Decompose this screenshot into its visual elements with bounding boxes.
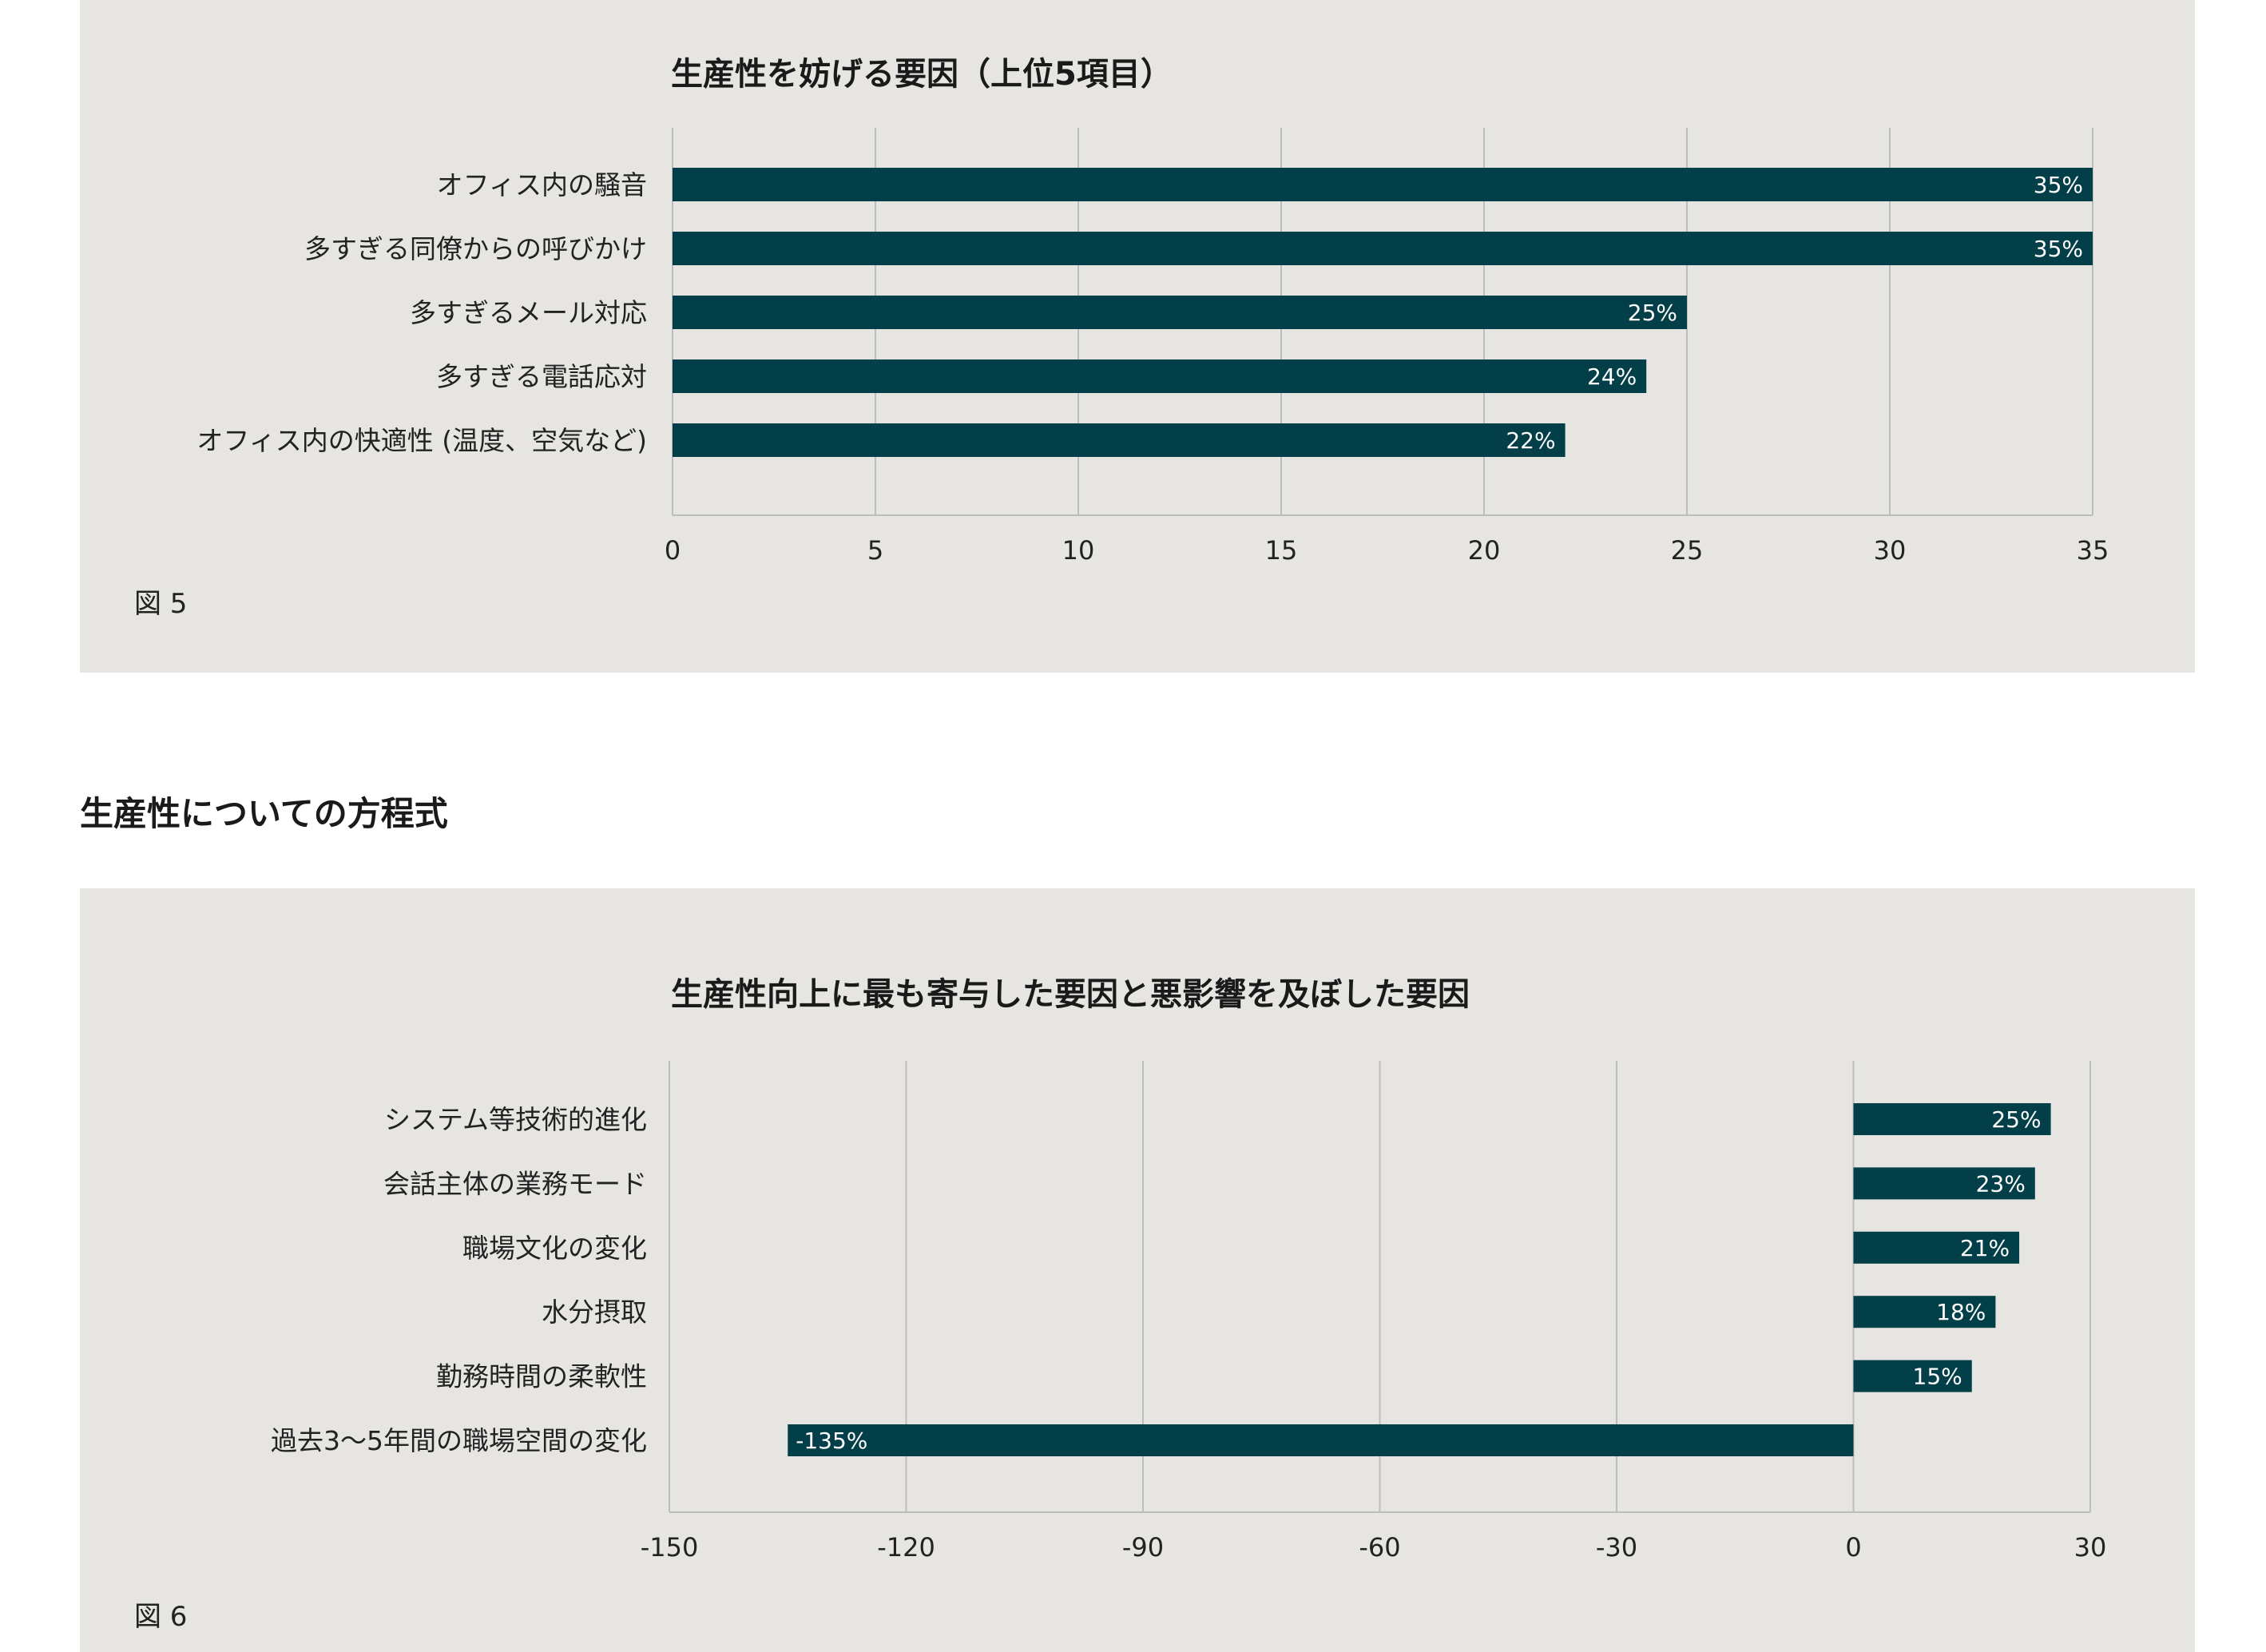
chart-panel-figure-6 [80,888,2195,1652]
chart-title-figure-6: 生産性向上に最も寄与した要因と悪影響を及ぼした要因 [671,976,1470,1013]
figure-caption-6: 図 6 [134,1601,188,1633]
chart-panel-figure-5 [80,0,2195,673]
x-tick-label: -30 [1596,1532,1637,1563]
x-tick-label: 15 [1265,535,1298,566]
category-label: 過去3〜5年間の職場空間の変化 [271,1425,647,1456]
x-tick-label: 0 [1845,1532,1861,1563]
bar [673,296,1687,329]
x-tick-label: -60 [1359,1532,1400,1563]
x-tick-label: 5 [867,535,883,566]
category-label: 水分摂取 [542,1297,647,1328]
x-tick-label: 30 [1874,535,1907,566]
category-label: 多すぎる同僚からの呼びかけ [304,233,647,264]
bar [1853,1103,2051,1135]
data-label: 22% [1506,427,1555,454]
data-label: 23% [1976,1170,2026,1197]
x-tick-label: 35 [2077,535,2109,566]
data-label: 35% [2034,172,2083,198]
bar [1853,1360,1972,1392]
bar [1853,1231,2020,1264]
chart-title-figure-5: 生産性を妨げる要因（上位5項目） [671,56,1173,93]
bar [673,359,1647,393]
category-label: 多すぎるメール対応 [410,297,647,328]
x-tick-label: -90 [1122,1532,1164,1563]
x-tick-label: 20 [1468,535,1501,566]
bar [673,232,2093,265]
category-label: 多すぎる電話応対 [436,361,647,392]
x-tick-label: 0 [665,535,681,566]
category-label: 勤務時間の柔軟性 [436,1361,647,1392]
bar [673,423,1566,457]
data-label: 18% [1936,1299,1986,1325]
category-label: オフィス内の快適性 (温度、空気など) [196,425,647,456]
data-label: -135% [796,1428,867,1454]
category-label: オフィス内の騒音 [437,169,647,201]
section-heading: 生産性についての方程式 [80,794,448,833]
figure-caption-5: 図 5 [134,588,188,620]
data-label: 25% [1628,300,1677,326]
x-tick-label: 25 [1671,535,1704,566]
bar-chart-figure-5: 0 5 10 15 20 25 30 35 オフィス内の騒音 35% 多すぎる同僚からの呼びかけ 35… [196,128,2109,566]
x-tick-label: 30 [2074,1532,2107,1563]
bar [1853,1167,2035,1200]
data-label: 24% [1587,363,1637,390]
category-label: 職場文化の変化 [462,1233,647,1264]
bar [1853,1296,1996,1328]
x-tick-label: -150 [641,1532,699,1563]
category-label: 会話主体の業務モード [383,1168,647,1199]
data-label: 35% [2034,236,2083,262]
x-tick-label: 10 [1062,535,1095,566]
bar [788,1424,1854,1456]
x-tick-label: -120 [877,1532,935,1563]
data-label: 25% [1991,1106,2041,1133]
data-label: 15% [1913,1364,1962,1390]
bar [673,168,2093,201]
data-label: 21% [1960,1235,2010,1261]
category-label: システム等技術的進化 [384,1104,647,1135]
